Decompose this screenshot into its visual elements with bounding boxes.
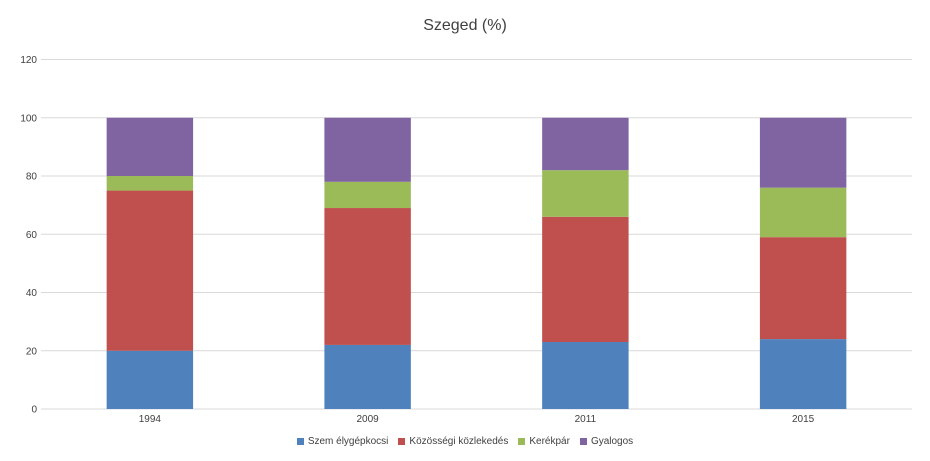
y-tick-label: 80 [26,172,38,183]
bar-segment [324,181,411,209]
legend-label: Közösségi közlekedés [409,436,509,447]
bar-segment [324,208,411,345]
legend-label: Gyalogos [590,436,634,447]
bar-segment [324,117,411,182]
y-tick-label: 60 [26,230,38,241]
bar-segment [759,339,847,409]
legend-label: Kerékpár [529,436,570,447]
legend-item: Közösségi közlekedés [398,436,508,447]
bar-segment [542,117,629,171]
bar-segment [542,216,629,343]
bar-segment [542,342,629,409]
legend-swatch [398,438,406,445]
chart-title: Szeged (%) [423,17,507,34]
y-tick-label: 40 [26,288,38,299]
bar-segment [759,237,847,340]
bar-segment [106,190,194,351]
chart-legend: Szem élygépkocsi Közösségi közlekedés Keré… [0,436,930,447]
bar-segment [324,344,411,409]
bar-segment [106,176,194,191]
y-tick-label: 100 [20,113,37,124]
bar-segment [106,350,194,409]
bar-segment [106,117,194,176]
x-tick-label: 2011 [575,414,597,425]
x-tick-label: 2015 [792,414,815,425]
y-tick-label: 120 [20,55,37,66]
legend-item: Kerékpár [518,436,570,447]
x-tick-label: 1994 [139,414,162,425]
legend-label: Szem élygépkocsi [307,436,389,447]
legend-swatch [579,438,587,445]
legend-item: Szem élygépkocsi [296,436,389,447]
legend-swatch [518,438,526,445]
y-tick-label: 20 [26,346,38,357]
bar-segment [759,187,847,238]
bar-segment [542,170,629,217]
legend-swatch [296,438,304,445]
x-tick-label: 2009 [357,414,380,425]
y-tick-label: 0 [31,405,37,416]
bar-segment [759,117,847,188]
legend-item: Gyalogos [579,436,634,447]
